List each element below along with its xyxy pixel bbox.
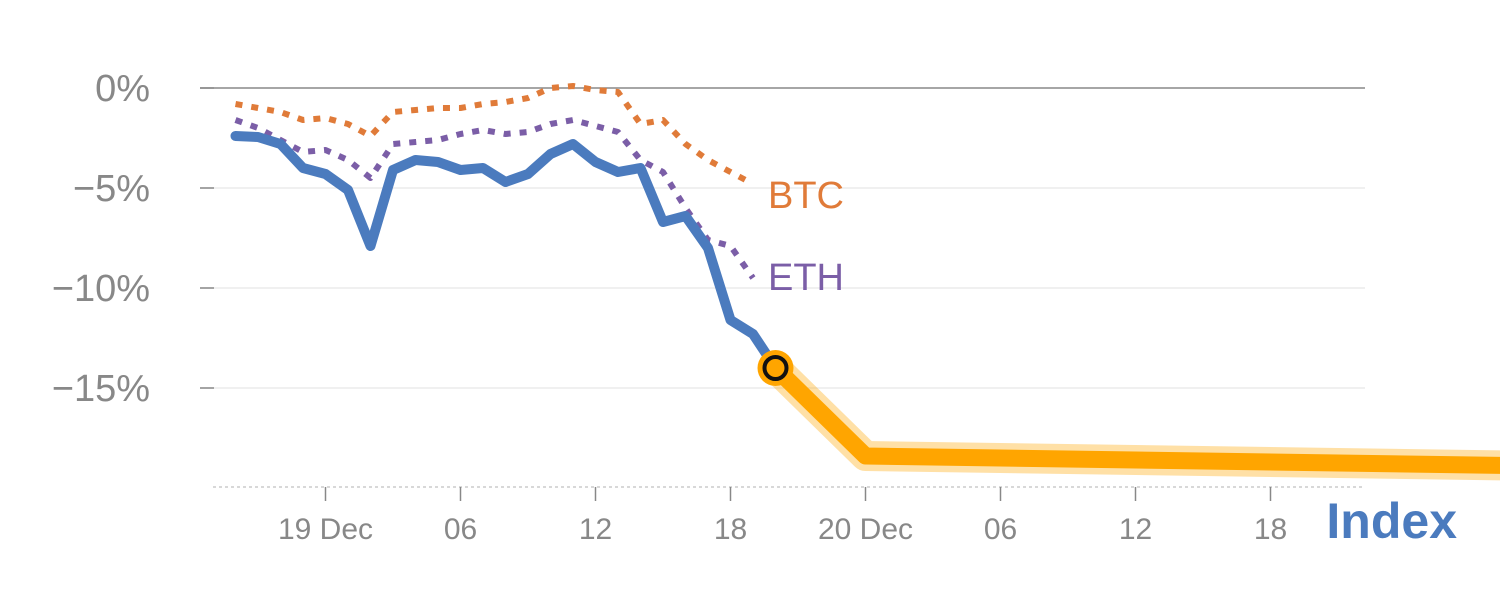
x-tick-label-5: 06	[984, 513, 1017, 546]
x-axis: 19 Dec 06 12 18 20 Dec 06 12 18	[213, 486, 1365, 546]
x-tick-label-6: 12	[1119, 513, 1152, 546]
y-axis: 0% −5% −10% −15%	[52, 68, 214, 410]
x-tick-label-7: 18	[1254, 513, 1287, 546]
x-tick-label-4: 20 Dec	[818, 513, 913, 546]
y-tick-label-1: −5%	[73, 168, 150, 210]
forecast-layer	[760, 353, 1500, 481]
current-point-marker	[762, 355, 789, 381]
marker-layer	[757, 350, 794, 386]
series-line-btc	[234, 83, 755, 187]
forecast-line	[769, 361, 1500, 474]
series-labels: BTC ETH Index	[768, 175, 1457, 549]
series-line-index	[230, 131, 781, 373]
y-tick-label-0: 0%	[95, 68, 150, 110]
x-tick-label-3: 18	[714, 513, 747, 546]
gridlines	[200, 87, 1365, 389]
x-tick-label-1: 06	[444, 513, 477, 546]
series-label-btc: BTC	[768, 175, 844, 217]
series-line-eth	[234, 117, 756, 280]
series-layer	[230, 83, 781, 373]
x-tick-label-0: 19 Dec	[278, 513, 373, 546]
series-label-eth: ETH	[768, 257, 844, 299]
series-label-index: Index	[1326, 493, 1457, 549]
y-tick-label-2: −10%	[52, 268, 150, 310]
y-tick-label-3: −15%	[52, 368, 150, 410]
x-tick-label-2: 12	[579, 513, 612, 546]
